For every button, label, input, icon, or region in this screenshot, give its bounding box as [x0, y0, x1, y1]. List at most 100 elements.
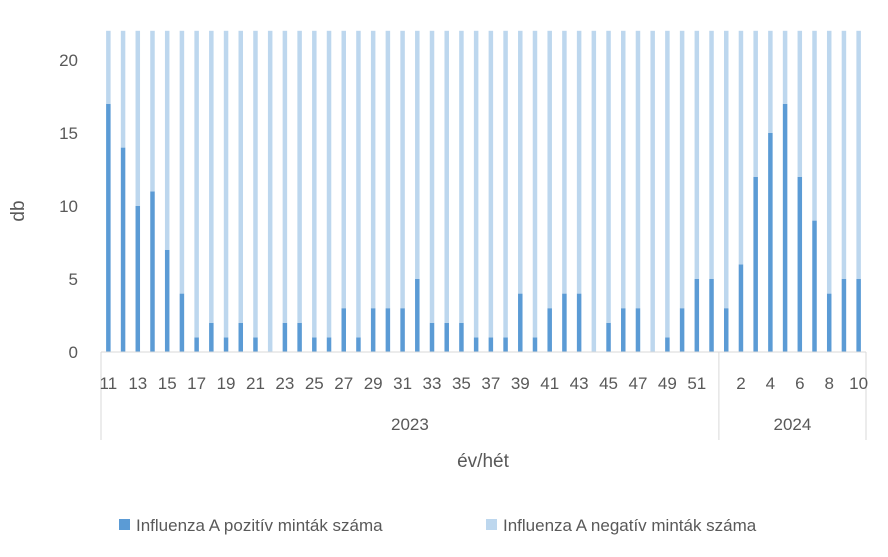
bar-positive-2023-38: [503, 337, 508, 352]
bar-negative-2024-6: [797, 30, 803, 177]
bar-negative-2023-16: [179, 30, 185, 294]
bar-negative-2023-31: [400, 30, 405, 309]
bar-negative-2023-12: [120, 30, 126, 148]
bar-negative-2023-46: [621, 30, 626, 309]
bar-negative-2023-26: [326, 30, 332, 338]
bar-negative-2023-44: [591, 30, 597, 353]
bar-negative-2023-39: [518, 30, 523, 294]
bar-negative-2024-5: [782, 30, 788, 104]
x-tick-label: 8: [824, 374, 833, 393]
bar-negative-2023-41: [547, 30, 552, 309]
bar-negative-2023-37: [488, 30, 494, 338]
x-tick-label: 45: [599, 374, 618, 393]
x-tick-label: 47: [629, 374, 648, 393]
bar-positive-2023-29: [370, 308, 376, 352]
bar-positive-2023-14: [150, 191, 155, 352]
y-axis: 0 5 10 15 20: [59, 51, 78, 362]
bar-negative-2023-28: [356, 30, 361, 338]
bar-positive-2023-27: [341, 308, 346, 352]
bar-positive-2023-42: [562, 293, 567, 352]
x-tick-label: 39: [511, 374, 530, 393]
x-year-label-2024: 2024: [774, 415, 812, 434]
x-tick-label: 4: [766, 374, 775, 393]
bar-positive-2023-35: [459, 322, 464, 352]
bar-negative-2023-21: [253, 30, 258, 338]
x-tick-label: 43: [570, 374, 589, 393]
bar-positive-2023-49: [665, 337, 670, 352]
x-tick-label: 13: [128, 374, 147, 393]
bar-positive-2023-13: [135, 206, 141, 352]
bar-positive-2023-26: [326, 337, 332, 352]
bar-positive-2023-50: [679, 308, 685, 352]
bar-negative-2023-17: [194, 30, 199, 338]
bar-positive-2023-36: [473, 337, 479, 352]
x-tick-label: 35: [452, 374, 471, 393]
bar-negative-2024-2: [738, 30, 744, 265]
bar-negative-2023-25: [312, 30, 317, 338]
bar-positive-2024-4: [768, 133, 773, 352]
bar-negative-2023-15: [164, 30, 170, 250]
legend-label-positive: Influenza A pozitív minták száma: [136, 516, 383, 535]
bar-negative-2023-47: [635, 30, 641, 309]
bar-positive-2023-28: [356, 337, 361, 352]
bars-group: [106, 30, 861, 353]
x-tick-label: 11: [100, 374, 118, 393]
bar-positive-2024-7: [812, 220, 817, 352]
bar-positive-2023-23: [282, 322, 288, 352]
bar-negative-2024-4: [768, 30, 773, 133]
bar-negative-2023-11: [106, 30, 111, 104]
bar-positive-2024-8: [826, 293, 832, 352]
bar-negative-2023-38: [503, 30, 508, 338]
bar-negative-2024-1: [723, 30, 729, 309]
bar-negative-2023-23: [282, 30, 288, 323]
y-tick-label: 15: [59, 124, 78, 143]
bar-negative-2023-30: [385, 30, 391, 309]
bar-negative-2023-45: [606, 30, 611, 323]
bar-positive-2024-6: [797, 176, 803, 352]
bar-positive-2023-37: [488, 337, 494, 352]
x-tick-label: 51: [687, 374, 706, 393]
bar-positive-2024-10: [856, 279, 861, 352]
x-tick-label: 41: [540, 374, 559, 393]
bar-positive-2023-39: [518, 293, 523, 352]
bar-positive-2024-5: [782, 103, 788, 352]
y-tick-label: 5: [69, 270, 78, 289]
bar-positive-2023-46: [621, 308, 626, 352]
x-tick-label: 10: [849, 374, 868, 393]
bar-positive-2023-41: [547, 308, 552, 352]
bar-negative-2023-40: [532, 30, 538, 338]
bar-positive-2023-16: [179, 293, 185, 352]
bar-positive-2023-19: [223, 337, 229, 352]
y-tick-label: 0: [69, 343, 78, 362]
bar-positive-2023-18: [209, 322, 214, 352]
legend-label-negative: Influenza A negatív minták száma: [503, 516, 757, 535]
bar-positive-2023-30: [385, 308, 391, 352]
bar-positive-2023-33: [429, 322, 435, 352]
bar-positive-2024-9: [841, 279, 847, 352]
x-tick-label: 33: [423, 374, 442, 393]
bar-negative-2023-20: [238, 30, 244, 323]
bar-positive-2023-12: [120, 147, 126, 352]
bar-positive-2023-17: [194, 337, 199, 352]
x-tick-label: 6: [795, 374, 804, 393]
bar-positive-2023-34: [444, 322, 449, 352]
x-tick-label: 2: [736, 374, 745, 393]
legend-swatch-negative: [486, 519, 497, 530]
bar-negative-2023-14: [150, 30, 155, 192]
bar-negative-2023-52: [709, 30, 714, 279]
bar-negative-2023-33: [429, 30, 435, 323]
x-tick-label: 49: [658, 374, 677, 393]
legend: Influenza A pozitív minták száma Influen…: [119, 516, 757, 535]
bar-positive-2023-32: [415, 279, 420, 352]
bar-negative-2023-43: [576, 30, 582, 294]
bar-positive-2024-1: [723, 308, 729, 352]
bar-negative-2023-22: [267, 30, 273, 353]
x-year-label-2023: 2023: [391, 415, 429, 434]
x-tick-label: 31: [393, 374, 412, 393]
bar-positive-2023-24: [297, 322, 302, 352]
bar-positive-2023-15: [164, 249, 170, 352]
x-axis-title: év/hét: [457, 451, 509, 472]
bar-negative-2023-51: [694, 30, 700, 279]
y-axis-title: db: [8, 200, 29, 221]
bar-negative-2023-50: [679, 30, 685, 309]
